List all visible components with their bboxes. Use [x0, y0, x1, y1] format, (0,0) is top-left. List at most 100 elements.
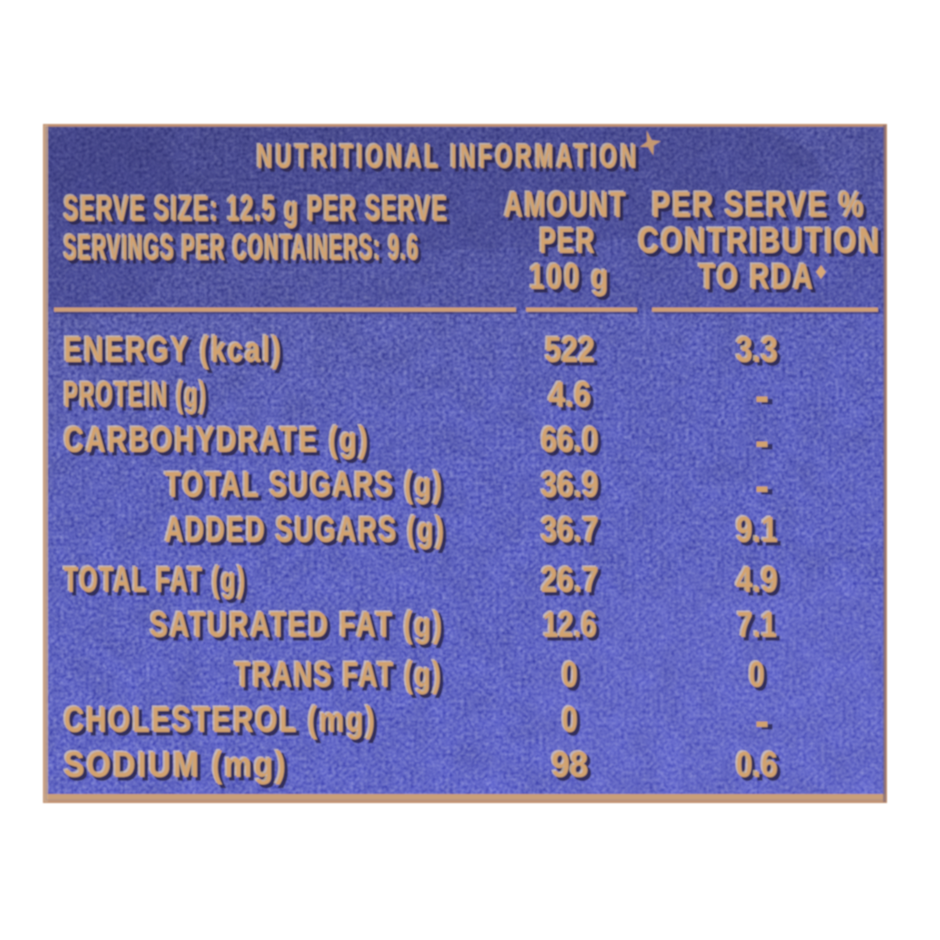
svg-text:36.7: 36.7: [541, 509, 599, 550]
svg-text:PROTEIN (g): PROTEIN (g): [62, 373, 206, 414]
svg-text:ADDED SUGARS (g): ADDED SUGARS (g): [165, 509, 446, 550]
svg-text:CONTRIBUTION: CONTRIBUTION: [637, 219, 880, 260]
svg-text:ENERGY (kcal): ENERGY (kcal): [67, 332, 286, 373]
svg-text:AMOUNT: AMOUNT: [505, 184, 628, 225]
svg-text:98: 98: [552, 744, 589, 785]
svg-text:CHOLESTEROL (mg): CHOLESTEROL (mg): [64, 699, 377, 740]
svg-text:0: 0: [565, 702, 581, 743]
svg-text:66.0: 66.0: [544, 422, 602, 463]
svg-text:36.9: 36.9: [544, 467, 602, 508]
svg-text:PER SERVE %: PER SERVE %: [655, 187, 869, 228]
svg-text:7.1: 7.1: [735, 603, 775, 644]
svg-text:4.6: 4.6: [552, 377, 595, 418]
svg-text:CONTRIBUTION: CONTRIBUTION: [639, 220, 882, 261]
svg-text:PROTEIN (g): PROTEIN (g): [67, 377, 211, 418]
svg-text:0.6: 0.6: [736, 744, 778, 785]
svg-text:0: 0: [749, 654, 765, 695]
svg-text:TOTAL SUGARS (g): TOTAL SUGARS (g): [165, 464, 444, 505]
svg-text:12.6: 12.6: [541, 603, 595, 644]
svg-text:522: 522: [545, 329, 595, 370]
svg-text:3.3: 3.3: [734, 328, 776, 369]
svg-text:4.9: 4.9: [739, 562, 781, 603]
svg-text:26.7: 26.7: [539, 558, 597, 599]
svg-text:0: 0: [560, 698, 576, 739]
svg-text:PER: PER: [543, 223, 600, 264]
svg-text:522: 522: [548, 332, 598, 373]
svg-text:98: 98: [555, 747, 592, 788]
svg-text:66.0: 66.0: [539, 418, 597, 459]
svg-text:SODIUM (mg): SODIUM (mg): [62, 743, 286, 784]
svg-text:0.6: 0.6: [734, 743, 776, 784]
svg-text:ENERGY (kcal): ENERGY (kcal): [64, 329, 283, 370]
svg-text:0.6: 0.6: [739, 747, 781, 788]
svg-text:TOTAL SUGARS (g): TOTAL SUGARS (g): [168, 467, 447, 508]
svg-text:0: 0: [747, 653, 763, 694]
svg-text:4.6: 4.6: [547, 373, 590, 414]
svg-text:3.3: 3.3: [739, 332, 781, 373]
svg-text:CARBOHYDRATE (g): CARBOHYDRATE (g): [67, 422, 373, 463]
svg-text:36.9: 36.9: [539, 463, 597, 504]
svg-text:0: 0: [562, 654, 578, 695]
svg-text:7.1: 7.1: [740, 607, 780, 648]
svg-text:TO RDA: TO RDA: [699, 256, 815, 297]
svg-text:ENERGY (kcal): ENERGY (kcal): [62, 328, 281, 369]
svg-text:7.1: 7.1: [737, 604, 777, 645]
svg-text:PER SERVE %: PER SERVE %: [650, 183, 864, 224]
svg-text:4.9: 4.9: [734, 558, 776, 599]
svg-text:0: 0: [560, 653, 576, 694]
svg-text:9.1: 9.1: [739, 512, 781, 553]
svg-text:SERVINGS PER CONTAINERS: 9.6: SERVINGS PER CONTAINERS: 9.6: [62, 226, 418, 267]
svg-text:PER: PER: [538, 219, 595, 260]
svg-text:NUTRITIONAL INFORMATION: NUTRITIONAL INFORMATION: [260, 141, 643, 179]
svg-text:9.1: 9.1: [736, 509, 778, 550]
svg-text:NUTRITIONAL INFORMATION: NUTRITIONAL INFORMATION: [255, 137, 638, 175]
svg-text:TO RDA: TO RDA: [697, 255, 813, 296]
svg-text:CARBOHYDRATE (g): CARBOHYDRATE (g): [62, 418, 368, 459]
svg-text:26.7: 26.7: [544, 562, 602, 603]
svg-text:CONTRIBUTION: CONTRIBUTION: [642, 223, 885, 264]
svg-text:NUTRITIONAL INFORMATION: NUTRITIONAL INFORMATION: [257, 138, 640, 176]
svg-text:SERVE SIZE: 12.5 g PER SERVE: SERVE SIZE: 12.5 g PER SERVE: [64, 188, 449, 229]
svg-text:100 g: 100 g: [528, 255, 609, 296]
svg-text:TO RDA: TO RDA: [702, 259, 818, 300]
svg-text:TOTAL FAT (g): TOTAL FAT (g): [62, 558, 245, 599]
svg-text:CHOLESTEROL (mg): CHOLESTEROL (mg): [62, 698, 375, 739]
svg-text:98: 98: [550, 743, 587, 784]
svg-text:TRANS FAT (g): TRANS FAT (g): [233, 653, 441, 694]
svg-text:CHOLESTEROL (mg): CHOLESTEROL (mg): [67, 702, 380, 743]
svg-text:TOTAL FAT (g): TOTAL FAT (g): [64, 559, 247, 600]
svg-text:AMOUNT: AMOUNT: [508, 187, 631, 228]
svg-text:SATURATED FAT (g): SATURATED FAT (g): [150, 604, 444, 645]
svg-text:36.9: 36.9: [541, 464, 599, 505]
svg-text:100 g: 100 g: [533, 259, 614, 300]
svg-text:TOTAL FAT (g): TOTAL FAT (g): [67, 562, 250, 603]
svg-text:0: 0: [752, 657, 768, 698]
svg-text:SODIUM (mg): SODIUM (mg): [67, 747, 291, 788]
svg-text:0: 0: [562, 699, 578, 740]
svg-text:SODIUM (mg): SODIUM (mg): [64, 744, 288, 785]
svg-text:4.9: 4.9: [736, 559, 778, 600]
svg-text:4.6: 4.6: [549, 374, 592, 415]
svg-text:CARBOHYDRATE (g): CARBOHYDRATE (g): [64, 419, 370, 460]
svg-text:36.7: 36.7: [544, 512, 602, 553]
svg-text:0: 0: [565, 657, 581, 698]
svg-text:ADDED SUGARS (g): ADDED SUGARS (g): [163, 508, 444, 549]
svg-text:SERVE SIZE: 12.5 g PER SERVE: SERVE SIZE: 12.5 g PER SERVE: [67, 191, 452, 232]
svg-text:SATURATED FAT (g): SATURATED FAT (g): [148, 603, 442, 644]
svg-text:SERVINGS PER CONTAINERS: 9.6: SERVINGS PER CONTAINERS: 9.6: [64, 227, 420, 268]
svg-text:PER SERVE %: PER SERVE %: [652, 184, 866, 225]
svg-text:SERVINGS PER CONTAINERS: 9.6: SERVINGS PER CONTAINERS: 9.6: [67, 230, 423, 271]
svg-text:ADDED SUGARS (g): ADDED SUGARS (g): [168, 512, 449, 553]
svg-text:12.6: 12.6: [543, 604, 597, 645]
svg-text:12.6: 12.6: [546, 607, 600, 648]
svg-text:TRANS FAT (g): TRANS FAT (g): [235, 654, 443, 695]
svg-text:3.3: 3.3: [736, 329, 778, 370]
svg-text:PROTEIN (g): PROTEIN (g): [64, 374, 208, 415]
svg-text:TOTAL SUGARS (g): TOTAL SUGARS (g): [163, 463, 442, 504]
svg-text:522: 522: [543, 328, 593, 369]
svg-text:SATURATED FAT (g): SATURATED FAT (g): [153, 607, 447, 648]
svg-text:AMOUNT: AMOUNT: [503, 183, 626, 224]
svg-text:PER: PER: [540, 220, 597, 261]
svg-text:66.0: 66.0: [541, 419, 599, 460]
svg-text:26.7: 26.7: [541, 559, 599, 600]
